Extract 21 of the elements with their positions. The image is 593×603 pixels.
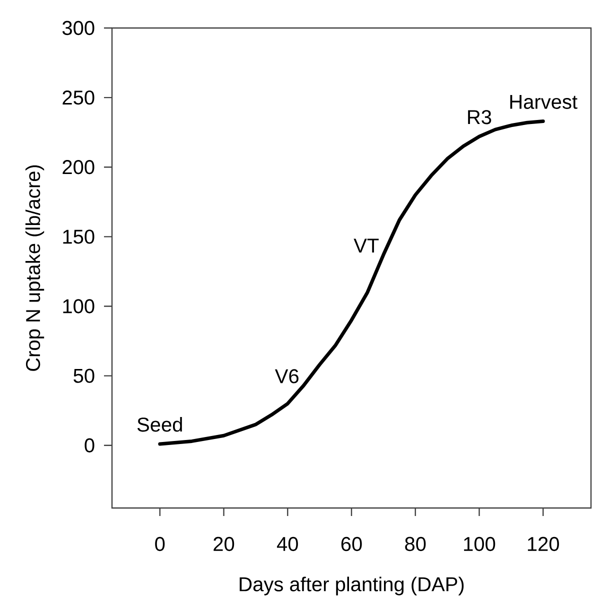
y-tick-label: 50 <box>74 368 94 383</box>
x-tick-label: 120 <box>528 536 559 552</box>
x-tick-label: 60 <box>341 536 362 552</box>
annotation: R3 <box>468 110 492 124</box>
y-tick-label: 200 <box>62 160 94 174</box>
x-axis-title: Days after planting (DAP) <box>240 576 464 596</box>
y-tick-label: 300 <box>62 20 94 36</box>
annotation: Seed <box>137 417 182 432</box>
y-tick-label: 100 <box>63 299 94 314</box>
y-tick-label: 250 <box>62 90 94 105</box>
y-tick-label: 0 <box>84 438 94 452</box>
x-tick-label: 0 <box>155 536 165 552</box>
annotation: VT <box>354 238 379 253</box>
y-tick-label: 150 <box>63 230 94 244</box>
annotation: Harvest <box>510 94 578 109</box>
x-tick-label: 80 <box>405 536 426 552</box>
y-axis-title: Crop N uptake (lb/acre) <box>25 165 44 371</box>
x-tick-label: 100 <box>464 536 496 552</box>
x-tick-label: 20 <box>214 536 234 552</box>
x-tick-label: 40 <box>276 536 298 552</box>
annotation: V6 <box>274 369 298 384</box>
